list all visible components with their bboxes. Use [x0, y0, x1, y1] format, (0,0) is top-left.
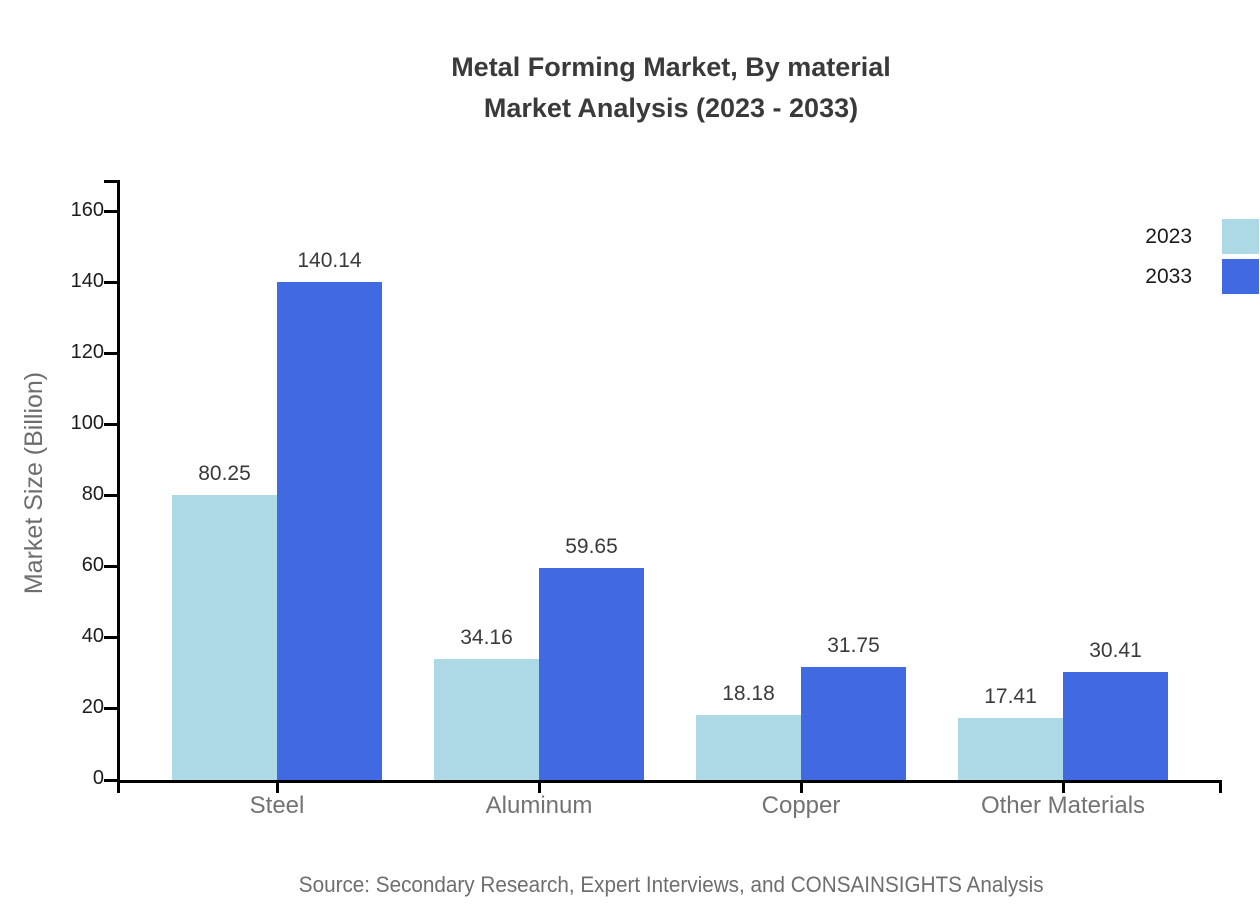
source-note: Source: Secondary Research, Expert Inter… [120, 872, 1222, 898]
y-tick [104, 565, 117, 569]
y-axis-end-tick [104, 180, 117, 183]
value-label-2023-copper: 18.18 [722, 682, 775, 706]
category-label-other-materials: Other Materials [980, 792, 1146, 819]
legend-item-2033: 2033 [1145, 259, 1259, 294]
y-tick-label: 60 [81, 553, 104, 576]
x-tick-copper [799, 780, 803, 793]
category-label-steel: Steel [249, 792, 305, 819]
y-tick [104, 707, 117, 711]
legend-label-2033: 2033 [1145, 264, 1192, 288]
value-label-2023-steel: 80.25 [198, 462, 251, 486]
plot-area: 0 20 40 60 80 100 120 140 160 80.25 140.14 Steel 34.… [71, 180, 1222, 819]
legend-swatch-2023 [1222, 219, 1259, 254]
legend-swatch-2033 [1222, 259, 1259, 294]
y-tick-label: 140 [70, 269, 104, 292]
y-tick [104, 494, 117, 498]
y-tick-label: 160 [70, 198, 104, 221]
x-tick-other-materials [1061, 780, 1065, 793]
value-label-2033-steel: 140.14 [297, 249, 362, 273]
value-label-2023-aluminum: 34.16 [460, 625, 513, 649]
legend-item-2023: 2023 [1145, 219, 1259, 254]
bar-2023-steel [172, 495, 277, 780]
y-tick [104, 352, 117, 356]
chart-title-line1: Metal Forming Market, By material [451, 52, 891, 82]
value-label-2033-other-materials: 30.41 [1089, 639, 1142, 663]
bar-2033-steel [277, 282, 382, 780]
value-label-2033-copper: 31.75 [827, 634, 880, 658]
bar-2033-copper [801, 667, 906, 780]
x-tick-steel [275, 780, 279, 793]
legend: 2023 2033 [1145, 219, 1259, 294]
y-tick [104, 281, 117, 285]
x-tick-aluminum [537, 780, 541, 793]
bar-2023-aluminum [434, 658, 539, 780]
x-axis-end-tick [1219, 780, 1222, 793]
bar-2033-aluminum [539, 568, 644, 780]
y-axis-line [117, 180, 120, 793]
y-tick-label: 120 [70, 340, 104, 363]
value-label-2023-other-materials: 17.41 [984, 685, 1037, 709]
chart-title: Metal Forming Market, By material Market… [120, 47, 1222, 129]
y-tick-label: 20 [81, 695, 104, 718]
y-tick-label: 100 [70, 411, 104, 434]
bar-2033-other-materials [1063, 672, 1168, 780]
x-axis-line [117, 780, 1222, 783]
y-tick [104, 636, 117, 640]
source-note-text: Source: Secondary Research, Expert Inter… [298, 872, 1044, 897]
y-tick-label: 40 [81, 624, 104, 647]
value-label-2033-aluminum: 59.65 [565, 535, 618, 559]
y-tick [104, 423, 117, 427]
y-tick [104, 778, 117, 782]
y-tick [104, 210, 117, 214]
category-label-copper: Copper [761, 792, 841, 819]
bar-2023-other-materials [958, 718, 1063, 780]
legend-label-2023: 2023 [1145, 224, 1192, 248]
category-label-aluminum: Aluminum [485, 792, 593, 819]
bar-2023-copper [696, 715, 801, 780]
y-tick-label: 80 [81, 482, 104, 505]
chart-title-line2: Market Analysis (2023 - 2033) [483, 93, 859, 123]
y-tick-label: 0 [92, 767, 104, 789]
